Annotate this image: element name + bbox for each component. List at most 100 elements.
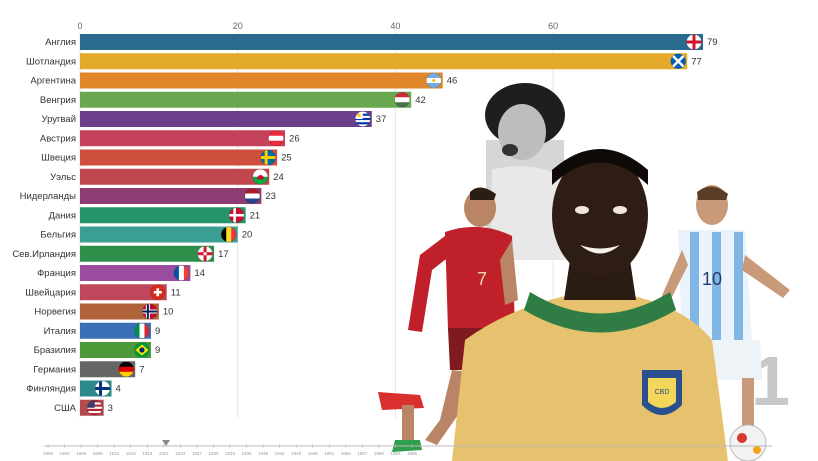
timeline-year-label: 1966 <box>407 451 418 456</box>
bar <box>80 342 151 358</box>
value-label: 25 <box>281 153 292 164</box>
timeline-year-label: 1912 <box>109 451 120 456</box>
bar <box>80 265 191 281</box>
x-tick-label: 40 <box>390 21 400 31</box>
value-label: 10 <box>163 307 174 318</box>
brazil-flag <box>134 342 150 358</box>
bar-row: Австрия 26 <box>40 130 300 147</box>
ronaldo-photo: 7 <box>378 187 518 452</box>
uruguay-flag <box>354 111 371 127</box>
category-label: Бразилия <box>34 345 76 356</box>
category-label: США <box>54 403 77 414</box>
player-collage: 7 10 <box>378 83 790 461</box>
bar <box>80 303 159 320</box>
category-label: Швейцария <box>25 287 76 298</box>
bar-row: Германия 7 <box>33 361 144 378</box>
category-label: Швеция <box>41 153 76 164</box>
value-label: 24 <box>273 172 284 183</box>
x-tick-label: 60 <box>548 21 558 31</box>
bar <box>80 188 262 204</box>
bar-row: Норвегия 10 <box>34 303 174 320</box>
category-label: Англия <box>45 37 76 48</box>
bar-row: США 3 <box>54 399 113 416</box>
value-label: 14 <box>194 268 205 279</box>
timeline-year-label: 1960 <box>374 451 385 456</box>
bar-row: Дания 21 <box>49 207 261 224</box>
switzerland-flag <box>149 284 166 301</box>
timeline-year-label: 1930 <box>208 451 219 456</box>
value-label: 21 <box>250 210 261 221</box>
value-label: 9 <box>155 345 160 356</box>
bar-row: Бразилия 9 <box>34 342 160 358</box>
value-label: 4 <box>116 384 121 395</box>
value-label: 23 <box>265 191 276 202</box>
category-label: Италия <box>44 326 76 337</box>
timeline-year-label: 1909 <box>93 451 104 456</box>
svg-text:7: 7 <box>477 269 487 289</box>
value-label: 77 <box>691 56 702 67</box>
scotland-flag <box>670 53 687 70</box>
timeline-year-label: 1900 <box>43 451 54 456</box>
timeline-year-label: 1921 <box>159 451 170 456</box>
timeline-year-label: 1915 <box>126 451 137 456</box>
france-flag <box>173 265 190 281</box>
italy-flag <box>134 322 150 339</box>
value-label: 79 <box>707 37 718 48</box>
finland-flag <box>94 380 111 397</box>
netherlands-flag <box>244 188 261 204</box>
bar-row: Аргентина 46 <box>30 72 458 89</box>
category-label: Бельгия <box>40 230 76 241</box>
value-label: 3 <box>108 403 113 414</box>
svg-text:10: 10 <box>702 269 722 289</box>
value-label: 26 <box>289 133 300 144</box>
messi-photo: 10 <box>660 185 790 433</box>
maradona-photo <box>485 83 565 260</box>
category-label: Дания <box>49 210 76 221</box>
category-label: Сев.Ирландия <box>12 249 76 260</box>
category-label: Уругвай <box>41 114 76 125</box>
category-label: Шотландия <box>26 56 76 67</box>
category-label: Финляндия <box>26 384 76 395</box>
timeline-year-label: 1951 <box>324 451 335 456</box>
austria-flag <box>268 130 284 147</box>
category-label: Венгрия <box>40 95 76 106</box>
category-label: Уэльс <box>50 172 76 183</box>
category-label: Норвегия <box>34 307 76 318</box>
timeline-year-label: 1948 <box>308 451 319 456</box>
bar <box>80 207 246 224</box>
timeline-year-label: 1963 <box>390 451 401 456</box>
timeline-year-label: 1933 <box>225 451 236 456</box>
bar <box>80 111 372 127</box>
timeline-year-label: 1903 <box>60 451 71 456</box>
timeline-marker-icon[interactable] <box>162 440 170 446</box>
x-axis-ticks: 0 20 40 60 <box>77 21 558 31</box>
value-label: 20 <box>242 230 253 241</box>
sweden-flag <box>260 149 276 166</box>
argentina-flag <box>425 72 442 89</box>
bar <box>80 130 286 147</box>
bar-row: Швеция 25 <box>41 149 292 166</box>
timeline-year-label: 1957 <box>357 451 368 456</box>
hungary-flag <box>394 91 411 108</box>
bar <box>80 322 151 339</box>
timeline-year-label: 1906 <box>76 451 87 456</box>
bar <box>80 72 443 89</box>
value-label: 11 <box>171 287 181 298</box>
year-timeline[interactable]: 1900 1903 1906 1909 1912 1915 1918 1921 1924 1927… <box>43 444 772 456</box>
bar-row: Сев.Ирландия 17 <box>12 245 229 262</box>
norway-flag <box>142 303 158 320</box>
value-label: 42 <box>415 95 426 106</box>
bar-row: Финляндия 4 <box>26 380 121 397</box>
value-label: 46 <box>447 76 458 87</box>
timeline-year-label: 1942 <box>275 451 286 456</box>
svg-text:CBD: CBD <box>655 389 670 396</box>
x-tick-label: 20 <box>233 21 243 31</box>
bar <box>80 245 215 262</box>
value-label: 9 <box>155 326 160 337</box>
bar-row: Бельгия 20 <box>40 226 253 243</box>
x-tick-label: 0 <box>77 21 82 31</box>
timeline-year-label: 1924 <box>175 451 186 456</box>
timeline-year-label: 1945 <box>291 451 302 456</box>
